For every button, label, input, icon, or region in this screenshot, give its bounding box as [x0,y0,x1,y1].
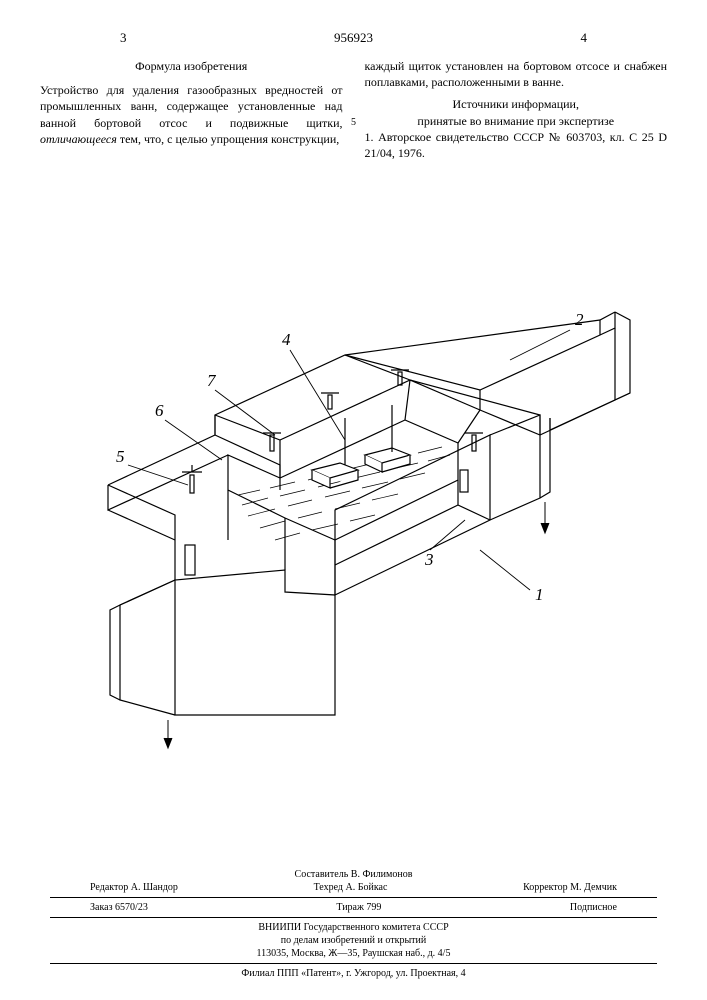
sources-sub: принятые во внимание при экспертизе [365,113,668,129]
callout-6: 6 [155,401,164,420]
callout-1: 1 [535,585,544,604]
footer-org1: ВНИИПИ Государственного комитета СССР [50,921,657,934]
patent-figure: 1 2 3 4 5 6 7 [60,240,650,760]
figure-svg: 1 2 3 4 5 6 7 [60,240,650,760]
right-para1: каждый щиток установлен на бортовом отсо… [365,58,668,90]
sources-title: Источники информации, [365,96,668,112]
callout-2: 2 [575,310,584,329]
callout-3: 3 [424,550,434,569]
left-body: Устройство для удаления газообразных вре… [40,82,343,147]
footer-tirazh: Тираж 799 [336,901,381,914]
page-num-right: 4 [581,30,588,46]
footer-rule-1 [50,897,657,898]
page-num-left: 3 [120,30,127,46]
footer-filial: Филиал ППП «Патент», г. Ужгород, ул. Про… [50,967,657,980]
footer-compiler: Составитель В. Филимонов [50,868,657,881]
footer-rule-2 [50,917,657,918]
footer: Составитель В. Филимонов Редактор А. Шан… [50,868,657,980]
footer-address: 113035, Москва, Ж—35, Раушская наб., д. … [50,947,657,960]
footer-editor: Редактор А. Шандор [90,881,178,894]
callout-5: 5 [116,447,125,466]
formula-title: Формула изобретения [40,58,343,74]
callout-4: 4 [282,330,291,349]
footer-corrector: Корректор М. Демчик [523,881,617,894]
source-item: 1. Авторское свидетельство СССР № 603703… [365,129,668,161]
patent-number: 956923 [334,30,373,46]
footer-rule-3 [50,963,657,964]
footer-org2: по делам изобретений и открытий [50,934,657,947]
callout-7: 7 [207,371,217,390]
left-column: Формула изобретения Устройство для удале… [40,58,343,161]
text-columns: Формула изобретения Устройство для удале… [40,58,667,161]
footer-techred: Техред А. Бойкас [314,881,388,894]
footer-order: Заказ 6570/23 [90,901,148,914]
footer-podpisnoe: Подписное [570,901,617,914]
right-column: каждый щиток установлен на бортовом отсо… [365,58,668,161]
